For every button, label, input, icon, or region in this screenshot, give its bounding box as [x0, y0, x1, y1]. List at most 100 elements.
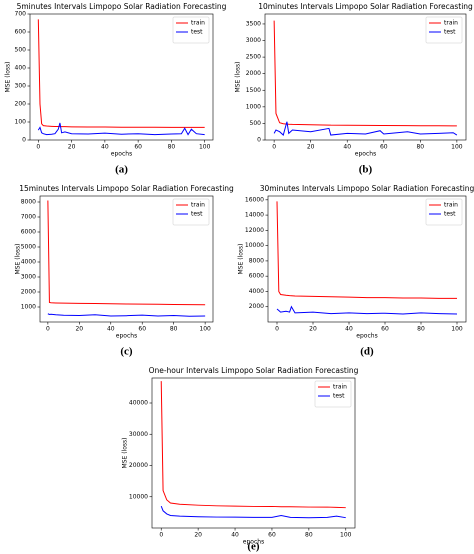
legend-label: test: [333, 393, 345, 400]
x-tick-label: 40: [343, 144, 351, 151]
y-tick-label: 8000: [21, 199, 36, 206]
x-tick-label: 80: [170, 326, 178, 333]
chart-title: 5minutes Intervals Limpopo Solar Radiati…: [17, 2, 227, 11]
x-axis-label: epochs: [356, 333, 377, 340]
x-tick-label: 40: [101, 144, 109, 151]
x-tick-label: 0: [159, 532, 163, 539]
x-tick-label: 60: [380, 144, 388, 151]
x-axis-label: epochs: [243, 539, 264, 546]
x-tick-label: 100: [451, 326, 463, 333]
plot-frame: [151, 377, 356, 529]
x-tick-label: 20: [75, 326, 83, 333]
y-axis-label: MSE (loss): [238, 244, 245, 275]
chart-title: 30minutes Intervals Limpopo Solar Radiat…: [260, 184, 474, 193]
x-tick-label: 60: [381, 326, 389, 333]
legend-label: test: [444, 211, 456, 218]
y-tick-label: 6000: [21, 229, 36, 236]
y-tick-label: 40000: [129, 400, 148, 407]
panel-caption: (c): [120, 346, 133, 358]
y-tick-label: 500: [250, 120, 262, 127]
x-tick-label: 20: [68, 144, 76, 151]
x-tick-label: 100: [199, 326, 211, 333]
y-tick-label: 0: [257, 137, 261, 144]
series-line: [276, 305, 458, 315]
series-line: [273, 20, 457, 127]
y-axis-label: MSE (loss): [122, 438, 129, 469]
y-tick-label: 400: [15, 65, 27, 72]
y-tick-label: 10000: [245, 242, 264, 249]
y-axis-label: MSE (loss): [5, 62, 12, 93]
series-line: [47, 313, 206, 317]
legend-label: train: [191, 20, 205, 27]
y-tick-label: 1000: [246, 103, 261, 110]
series-line: [37, 122, 205, 136]
x-axis-label: epochs: [116, 333, 137, 340]
panel-caption: (e): [247, 541, 260, 553]
series-line: [160, 381, 346, 509]
x-tick-label: 60: [268, 532, 276, 539]
panel-caption: (b): [359, 164, 373, 176]
x-axis-label: epochs: [111, 151, 132, 158]
y-tick-label: 4000: [249, 288, 264, 295]
y-tick-label: 14000: [245, 212, 264, 219]
x-tick-label: 60: [138, 326, 146, 333]
y-axis-label: MSE (loss): [15, 244, 22, 275]
x-tick-label: 40: [345, 326, 353, 333]
x-tick-label: 40: [231, 532, 239, 539]
x-tick-label: 100: [340, 532, 352, 539]
panel-caption: (d): [360, 346, 374, 358]
series-line: [37, 19, 205, 128]
y-tick-label: 6000: [249, 273, 264, 280]
legend-label: test: [444, 29, 456, 36]
y-tick-label: 30000: [129, 431, 148, 438]
y-tick-label: 5000: [21, 244, 36, 251]
legend-label: test: [191, 29, 203, 36]
x-tick-label: 0: [46, 326, 50, 333]
series-line: [276, 201, 457, 299]
y-tick-label: 500: [15, 47, 27, 54]
y-tick-label: 8000: [249, 257, 264, 264]
y-tick-label: 16000: [245, 196, 264, 203]
y-tick-label: 2000: [21, 289, 36, 296]
legend-label: train: [191, 202, 205, 209]
y-tick-label: 2000: [249, 303, 264, 310]
x-tick-label: 0: [272, 144, 276, 151]
chart-title: 10minutes Intervals Limpopo Solar Radiat…: [258, 2, 473, 11]
y-tick-label: 100: [15, 119, 27, 126]
legend-label: test: [191, 211, 203, 218]
plot-frame: [29, 13, 214, 141]
y-tick-label: 3000: [246, 37, 261, 44]
x-tick-label: 0: [275, 326, 279, 333]
x-tick-label: 20: [194, 532, 202, 539]
y-tick-label: 10000: [129, 493, 148, 500]
y-tick-label: 3500: [246, 20, 261, 27]
series-line: [273, 121, 458, 136]
y-tick-label: 0: [22, 137, 26, 144]
y-tick-label: 7000: [21, 214, 36, 221]
x-tick-label: 80: [168, 144, 176, 151]
y-axis-label: MSE (loss): [235, 62, 242, 93]
y-tick-label: 3000: [21, 274, 36, 281]
legend-label: train: [333, 384, 347, 391]
y-tick-label: 2000: [246, 70, 261, 77]
chart-title: One-hour Intervals Limpopo Solar Radiati…: [149, 366, 359, 375]
x-axis-label: epochs: [355, 151, 376, 158]
x-tick-label: 0: [36, 144, 40, 151]
legend-label: train: [444, 20, 458, 27]
panel-caption: (a): [115, 164, 128, 176]
x-tick-label: 80: [416, 144, 424, 151]
x-tick-label: 100: [199, 144, 211, 151]
legend-label: train: [444, 202, 458, 209]
chart-title: 15minutes Intervals Limpopo Solar Radiat…: [19, 184, 234, 193]
y-tick-label: 700: [15, 11, 27, 18]
y-tick-label: 2500: [246, 54, 261, 61]
series-line: [47, 200, 206, 306]
y-tick-label: 200: [15, 101, 27, 108]
x-tick-label: 80: [305, 532, 313, 539]
series-line: [160, 505, 346, 519]
y-tick-label: 20000: [129, 462, 148, 469]
plot-frame: [39, 195, 214, 323]
x-tick-label: 20: [309, 326, 317, 333]
y-tick-label: 12000: [245, 227, 264, 234]
